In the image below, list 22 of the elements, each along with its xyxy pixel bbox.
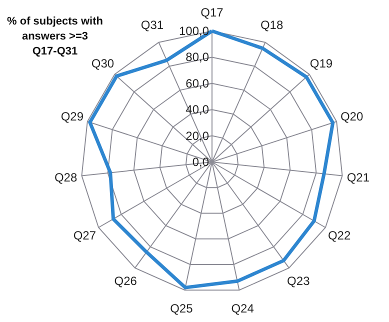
spoke-label: Q25 [170,301,194,316]
spoke-label: Q17 [200,5,224,20]
spoke-label: Q31 [140,18,164,32]
spoke-label: Q26 [114,274,138,288]
y-tick-label: 80,0 [186,50,210,64]
y-tick-label: 60,0 [186,76,210,90]
y-tick-label: 100,0 [178,24,210,38]
spoke-label: Q19 [310,56,333,71]
spoke-label: Q28 [54,170,78,184]
spoke-label: Q29 [60,110,84,124]
spoke-label: Q18 [260,18,284,32]
y-tick-label: 40,0 [186,102,210,117]
text: % of subjects with answers >=3 Q17-Q31 [7,16,104,58]
spoke-label: Q22 [328,228,351,242]
y-tick-label: 0,0 [192,155,210,169]
spoke-label: Q24 [231,301,254,316]
spoke-label: Q30 [91,56,114,71]
spoke-label: Q21 [346,170,370,184]
spoke-label: Q20 [340,110,364,124]
spoke-label: Q23 [287,274,310,288]
spoke-label: Q27 [73,228,96,242]
y-tick-label: 20,0 [186,128,210,143]
